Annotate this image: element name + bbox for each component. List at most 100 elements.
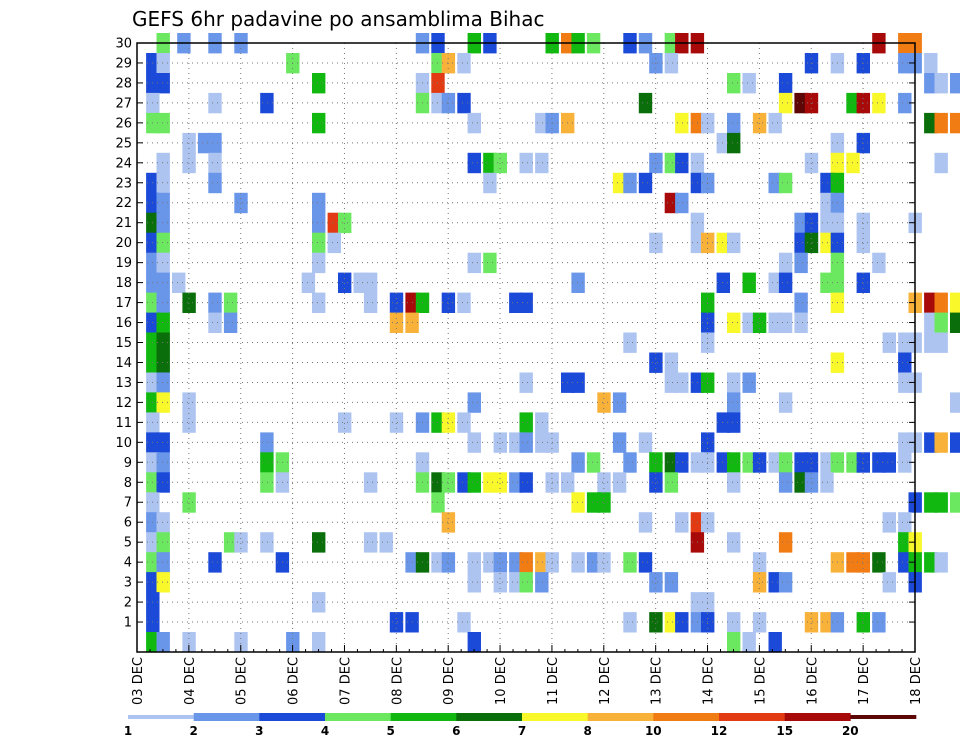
heatmap-cell bbox=[493, 472, 507, 493]
heatmap-cell bbox=[675, 612, 689, 633]
heatmap-cell bbox=[389, 292, 404, 313]
heatmap-cell bbox=[156, 532, 170, 553]
heatmap-cell bbox=[327, 212, 341, 234]
heatmap-cell bbox=[623, 172, 637, 194]
x-tick-label: 09 DEC bbox=[442, 657, 457, 705]
heatmap-cell bbox=[172, 272, 186, 293]
heatmap-cell bbox=[872, 252, 886, 274]
heatmap-cell bbox=[493, 572, 507, 593]
heatmap-cell bbox=[156, 512, 170, 533]
heatmap-cell bbox=[363, 472, 378, 493]
y-axis-ticks: 1234567891011121314151617181920212223242… bbox=[115, 37, 915, 631]
colorbar-swatch bbox=[587, 713, 654, 721]
heatmap-cell bbox=[208, 132, 222, 154]
heatmap-cell bbox=[623, 612, 637, 633]
colorbar: 1 2 3 4 5 6 7 8 10 12 15 20 bbox=[124, 713, 917, 738]
heatmap-cell bbox=[156, 73, 170, 94]
heatmap-cell bbox=[934, 112, 948, 134]
colorbar-swatch bbox=[522, 713, 588, 721]
heatmap-cell bbox=[571, 492, 585, 513]
heatmap-cell bbox=[768, 632, 782, 653]
heatmap-cell bbox=[519, 372, 533, 393]
heatmap-cell bbox=[597, 392, 611, 413]
colorbar-label: 3 bbox=[255, 724, 263, 738]
heatmap-cell bbox=[363, 292, 378, 313]
heatmap-cell bbox=[924, 332, 938, 353]
heatmap-cell bbox=[623, 552, 637, 573]
heatmap-cell bbox=[312, 192, 326, 214]
y-tick-label: 24 bbox=[115, 156, 132, 171]
heatmap-cell bbox=[924, 292, 938, 313]
heatmap-cell bbox=[457, 472, 471, 493]
heatmap-cell bbox=[597, 472, 611, 493]
heatmap-cell bbox=[467, 392, 481, 413]
heatmap-cell bbox=[727, 412, 741, 433]
heatmap-cell bbox=[898, 452, 912, 473]
heatmap-cell bbox=[182, 392, 196, 413]
y-tick-label: 16 bbox=[115, 316, 132, 331]
heatmap-cell bbox=[675, 372, 689, 393]
heatmap-cell bbox=[638, 552, 653, 573]
heatmap-cell bbox=[950, 112, 960, 134]
heatmap-cell bbox=[727, 452, 741, 473]
x-tick-label: 12 DEC bbox=[598, 657, 613, 705]
heatmap-cell bbox=[768, 112, 782, 134]
heatmap-cell bbox=[483, 172, 497, 194]
heatmap-cell bbox=[519, 432, 533, 453]
colorbar-label: 15 bbox=[776, 724, 793, 738]
y-tick-label: 8 bbox=[124, 476, 132, 491]
heatmap-cell bbox=[260, 432, 274, 453]
heatmap-cell bbox=[182, 632, 196, 653]
heatmap-cell bbox=[519, 412, 533, 433]
y-tick-label: 25 bbox=[115, 136, 132, 151]
heatmap-cell bbox=[312, 232, 326, 254]
heatmap-cell bbox=[664, 372, 679, 393]
heatmap-cell bbox=[467, 572, 481, 593]
colorbar-swatch bbox=[390, 713, 457, 721]
heatmap-cell bbox=[716, 232, 730, 254]
heatmap-cell bbox=[156, 452, 170, 473]
y-tick-label: 29 bbox=[115, 56, 132, 71]
colorbar-label: 10 bbox=[645, 724, 662, 738]
heatmap-cell bbox=[778, 572, 793, 593]
y-tick-label: 23 bbox=[115, 176, 132, 191]
y-tick-label: 10 bbox=[115, 436, 132, 451]
heatmap-cell bbox=[535, 152, 549, 174]
y-tick-label: 20 bbox=[115, 236, 132, 251]
heatmap-cell bbox=[649, 352, 663, 373]
heatmap-cell bbox=[882, 572, 896, 593]
heatmap-cell bbox=[727, 132, 741, 154]
heatmap-cell bbox=[197, 132, 212, 154]
heatmap-cell bbox=[950, 73, 960, 94]
heatmap-cell bbox=[649, 472, 663, 493]
colorbar-swatch bbox=[719, 713, 785, 721]
heatmap-cell bbox=[260, 532, 274, 553]
heatmap-cell bbox=[312, 112, 326, 134]
heatmap-cell bbox=[260, 452, 274, 473]
heatmap-cell bbox=[934, 292, 948, 313]
heatmap-cell bbox=[312, 212, 326, 234]
heatmap-cell bbox=[664, 452, 679, 473]
heatmap-cell bbox=[156, 392, 170, 413]
y-tick-label: 30 bbox=[115, 37, 132, 52]
heatmap-cell bbox=[638, 92, 653, 114]
x-tick-label: 03 DEC bbox=[131, 657, 146, 705]
heatmap-cell bbox=[727, 232, 741, 254]
y-tick-label: 3 bbox=[124, 576, 132, 591]
heatmap-cell bbox=[934, 492, 948, 513]
y-tick-label: 15 bbox=[115, 336, 132, 351]
heatmap-cell bbox=[794, 292, 808, 313]
heatmap-cell bbox=[612, 392, 627, 413]
colorbar-label: 5 bbox=[387, 724, 395, 738]
heatmap-cell bbox=[208, 152, 222, 174]
heatmap-cell bbox=[483, 152, 497, 174]
heatmap-cell bbox=[872, 92, 886, 114]
heatmap-cell bbox=[924, 492, 938, 513]
heatmap-cell bbox=[156, 572, 170, 593]
y-tick-label: 19 bbox=[115, 256, 132, 271]
heatmap-cell bbox=[509, 472, 523, 493]
heatmap-cell bbox=[727, 112, 741, 134]
heatmap-cell bbox=[286, 632, 300, 653]
heatmap-cell bbox=[752, 452, 767, 473]
heatmap-cell bbox=[156, 212, 170, 234]
